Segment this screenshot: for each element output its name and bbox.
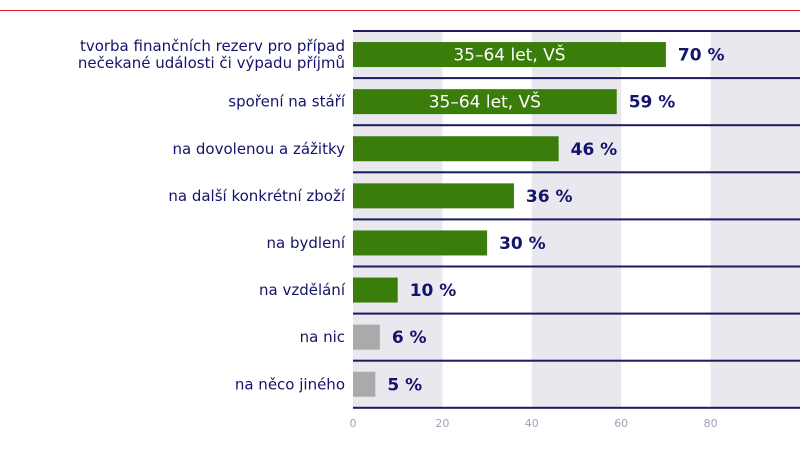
x-tick-label: 0	[350, 417, 357, 430]
category-label: na nic	[300, 328, 345, 346]
value-label: 30 %	[499, 234, 546, 254]
bar-annotation: 35–64 let, VŠ	[429, 91, 541, 113]
bar	[353, 183, 514, 209]
value-label: 5 %	[387, 375, 422, 395]
row-separator	[353, 359, 800, 362]
row-separator	[353, 218, 800, 221]
row-separator	[353, 265, 800, 268]
category-label: spoření na stáří	[228, 93, 346, 111]
row-separator	[353, 171, 800, 174]
value-label: 6 %	[392, 328, 427, 348]
x-tick-label: 60	[614, 417, 628, 430]
bar-annotation: 35–64 let, VŠ	[453, 44, 565, 66]
category-label: na vzdělání	[259, 281, 346, 299]
row-separator	[353, 77, 800, 80]
bar	[353, 324, 380, 350]
value-label: 70 %	[678, 46, 725, 66]
value-label: 46 %	[571, 140, 618, 160]
row-separator	[353, 406, 800, 409]
row-separator	[353, 312, 800, 315]
value-label: 59 %	[629, 93, 676, 113]
category-label: tvorba finančních rezerv pro případ	[80, 37, 345, 55]
bar	[353, 230, 488, 256]
bar	[353, 89, 617, 115]
row-separator	[353, 30, 800, 32]
x-tick-label: 80	[704, 417, 718, 430]
bar	[353, 42, 666, 68]
x-tick-label: 40	[525, 417, 539, 430]
value-label: 36 %	[526, 187, 573, 207]
bar	[353, 371, 376, 397]
category-label: na něco jiného	[235, 375, 345, 393]
category-label: na bydlení	[267, 234, 346, 252]
category-label: nečekané události či výpadu příjmů	[78, 54, 345, 72]
bar	[353, 136, 559, 162]
category-label: na dovolenou a zážitky	[172, 140, 345, 158]
x-tick-label: 20	[435, 417, 449, 430]
top-accent-line	[0, 10, 800, 11]
bar	[353, 277, 398, 303]
row-separator	[353, 124, 800, 127]
value-label: 10 %	[410, 281, 457, 301]
category-label: na další konkrétní zboží	[168, 187, 345, 205]
